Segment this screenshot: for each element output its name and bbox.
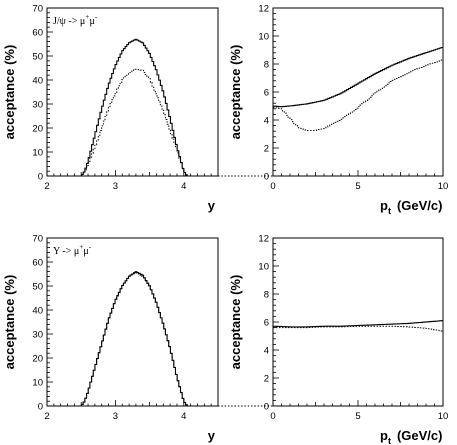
x-tick-label: 2 [44, 181, 49, 192]
y-tick-label: 8 [264, 60, 269, 71]
y-tick-label: 60 [32, 28, 43, 39]
x-tick-label: 4 [181, 411, 186, 422]
y-axis-title: acceptance (%) [2, 275, 17, 370]
y-axis-title: acceptance (%) [2, 45, 17, 140]
annotation-main: J/ψ -> μ [53, 16, 85, 27]
y-tick-label: 6 [264, 88, 269, 99]
x-axis-title: pt (GeV/c) [380, 198, 442, 216]
y-tick-labels: 0 10 20 30 40 50 60 70 [32, 234, 43, 413]
y-tick-label: 8 [264, 290, 269, 301]
y-tick-label: 10 [258, 32, 269, 43]
y-tick-label: 70 [32, 234, 43, 245]
annotation: Υ -> μ+μ- [53, 242, 92, 257]
x-tick-label: 5 [355, 181, 360, 192]
y-tick-label: 20 [32, 124, 43, 135]
y-tick-label: 30 [32, 100, 43, 111]
y-tick-label: 4 [264, 116, 269, 127]
y-tick-label: 2 [264, 144, 269, 155]
series-dotted [273, 325, 443, 332]
annotation: J/ψ -> μ+μ- [53, 12, 98, 27]
series-dotted [79, 68, 188, 177]
series-solid [79, 38, 188, 177]
panel-upsilon-pt: 0 2 4 6 8 10 12 0 5 10 acceptance (%) pt (GeV/c) [228, 234, 448, 445]
y-tick-label: 20 [32, 354, 43, 365]
plot-frame [46, 7, 219, 177]
annotation-sup-minus: - [89, 242, 92, 251]
plot-frame [272, 237, 444, 407]
x-tick-label: 3 [113, 181, 118, 192]
x-tick-label: 10 [438, 181, 449, 192]
y-tick-label: 70 [32, 4, 43, 15]
x-axis-title-units: (GeV/c) [397, 198, 443, 213]
tick-marks [272, 7, 444, 177]
y-tick-label: 40 [32, 76, 43, 87]
x-tick-label: 2 [44, 411, 49, 422]
series-solid [79, 271, 188, 407]
x-tick-labels: 0 5 10 [270, 411, 448, 422]
curves [79, 271, 188, 407]
x-tick-label: 10 [438, 411, 449, 422]
panel-jpsi-pt: 0 2 4 6 8 10 12 0 5 10 acceptance (%) pt (GeV/c) [228, 4, 448, 217]
series-dotted [273, 59, 443, 131]
y-tick-label: 10 [258, 262, 269, 273]
x-tick-label: 0 [270, 411, 275, 422]
y-tick-label: 50 [32, 52, 43, 63]
x-axis-title: pt (GeV/c) [380, 428, 442, 445]
x-axis-title: y [208, 428, 216, 443]
y-tick-label: 12 [258, 4, 269, 15]
annotation-sup-plus: + [79, 242, 83, 251]
series-solid [273, 46, 443, 108]
y-tick-label: 10 [32, 378, 43, 389]
curves [273, 46, 443, 131]
y-tick-label: 0 [264, 402, 269, 413]
x-tick-label: 5 [355, 411, 360, 422]
y-tick-labels: 0 2 4 6 8 10 12 [258, 234, 269, 413]
x-axis-title-sub: t [388, 436, 391, 445]
y-tick-label: 0 [264, 172, 269, 183]
tick-marks [272, 237, 444, 407]
y-axis-title: acceptance (%) [228, 275, 243, 370]
plot-frame [46, 237, 219, 407]
x-axis-title-sub: t [388, 206, 391, 216]
curves [79, 38, 188, 177]
y-tick-label: 10 [32, 148, 43, 159]
tick-marks [46, 7, 219, 177]
x-tick-labels: 0 5 10 [270, 181, 448, 192]
plot-frame [272, 7, 444, 177]
panel-jpsi-rapidity: 0 10 20 30 40 50 60 70 2 3 4 J/ψ -> μ+μ- acceptan… [2, 4, 219, 213]
annotation-main: Υ -> μ [53, 246, 79, 257]
annotation-sup-plus: + [85, 12, 89, 21]
x-tick-label: 4 [181, 181, 186, 192]
panel-upsilon-rapidity: 0 10 20 30 40 50 60 70 2 3 4 Υ -> μ+μ- acceptance… [2, 234, 219, 443]
y-axis-title: acceptance (%) [228, 45, 243, 140]
annotation-mu: μ [90, 16, 95, 27]
curves [273, 320, 443, 332]
y-tick-label: 50 [32, 282, 43, 293]
y-tick-label: 4 [264, 346, 269, 357]
y-tick-label: 60 [32, 258, 43, 269]
x-tick-label: 3 [113, 411, 118, 422]
tick-marks [46, 237, 219, 407]
y-tick-label: 12 [258, 234, 269, 245]
x-axis-title: y [208, 198, 216, 213]
y-tick-label: 0 [38, 402, 43, 413]
x-axis-title-p: p [380, 428, 388, 443]
y-tick-label: 30 [32, 330, 43, 341]
annotation-sup-minus: - [95, 12, 98, 21]
x-axis-title-units: (GeV/c) [397, 428, 443, 443]
y-tick-label: 40 [32, 306, 43, 317]
y-tick-label: 0 [38, 172, 43, 183]
series-solid [273, 320, 443, 328]
x-tick-labels: 2 3 4 [44, 181, 186, 192]
x-tick-label: 0 [270, 181, 275, 192]
y-tick-labels: 0 2 4 6 8 10 12 [258, 4, 269, 183]
y-tick-labels: 0 10 20 30 40 50 60 70 [32, 4, 43, 183]
x-axis-title-p: p [380, 198, 388, 213]
x-tick-labels: 2 3 4 [44, 411, 186, 422]
y-tick-label: 6 [264, 318, 269, 329]
series-dotted [79, 272, 188, 407]
y-tick-label: 2 [264, 374, 269, 385]
annotation-mu: μ [83, 246, 88, 257]
